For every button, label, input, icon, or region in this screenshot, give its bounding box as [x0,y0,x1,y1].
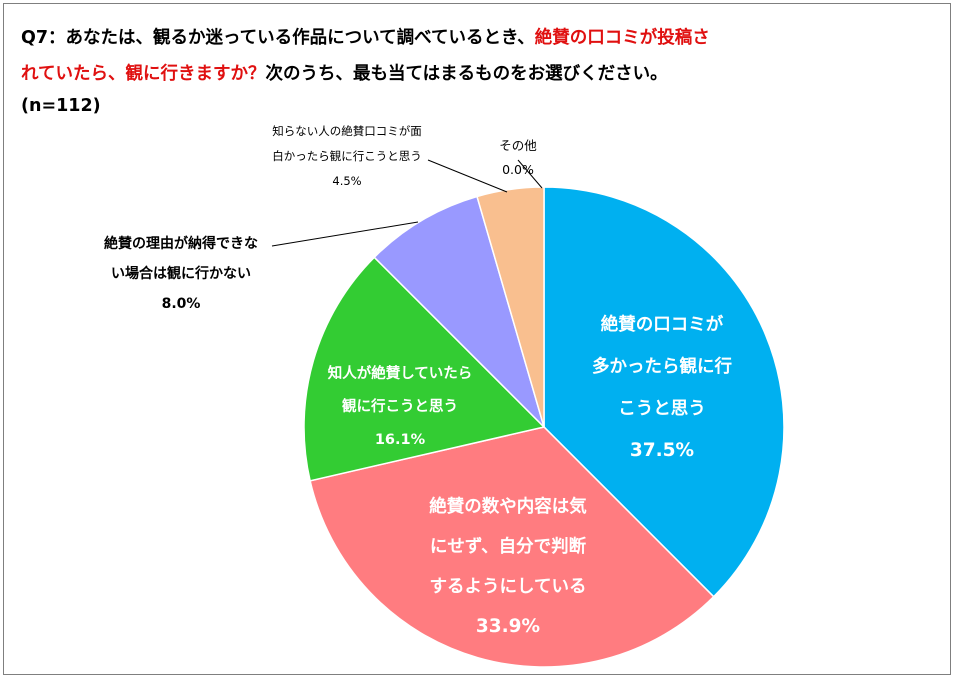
question-text-black-2: 次のうち、最も当てはまるものをお選びください。 [265,64,668,84]
slice-category-label-5: 知らない人の絶賛口コミが面 [272,124,422,138]
question-text-red-2: れていたら、観に行きますか？ [21,64,266,84]
question-text-black-1: Q7：あなたは、観るか迷っている作品について調べているとき、 [21,28,535,48]
slice-value-label-1: 37.5% [630,440,694,461]
slice-value-label-3: 16.1% [375,432,426,448]
slice-category-label-4: い場合は観に行かない [111,265,251,282]
question-line-2: れていたら、観に行きますか？次のうち、最も当てはまるものをお選びください。 [21,60,668,85]
leader-line-5 [427,159,508,193]
pie-slice-4 [373,195,545,428]
question-line-1: Q7：あなたは、観るか迷っている作品について調べているとき、絶賛の口コミが投稿さ [21,24,710,49]
pie-slice-5 [476,186,545,428]
slice-category-label-1: 多かったら観に行 [592,356,732,377]
slice-category-label-5: 白かったら観に行こうと思う [272,149,422,163]
slice-category-label-2: 絶賛の数や内容は気 [429,496,587,517]
pie-slice-2 [309,426,715,668]
slice-value-label-2: 33.9% [476,616,540,637]
leader-line-6 [517,159,543,189]
slice-category-label-4: 絶賛の理由が納得できな [104,235,258,252]
slice-value-label-5: 4.5% [332,174,361,188]
slice-category-label-2: にせず、自分で判断 [430,536,587,557]
slice-value-label-6: 0.0% [502,162,534,177]
slice-category-label-6: その他 [499,138,537,153]
slice-category-label-2: するようにしている [430,577,587,597]
question-text-red-1: 絶賛の口コミが投稿さ [534,28,710,48]
slice-category-label-1: こうと思う [618,399,706,419]
slice-category-label-1: 絶賛の口コミが [601,314,724,335]
pie-slices [303,186,785,668]
pie-slice-3 [303,256,546,482]
leader-line-4 [271,221,419,247]
slice-category-label-3: 知人が絶賛していたら [328,364,473,382]
sample-size: (n=112) [21,96,101,116]
slice-category-label-3: 観に行こうと思う [342,397,458,415]
slice-value-label-4: 8.0% [162,296,201,312]
pie-slice-1 [543,186,785,598]
